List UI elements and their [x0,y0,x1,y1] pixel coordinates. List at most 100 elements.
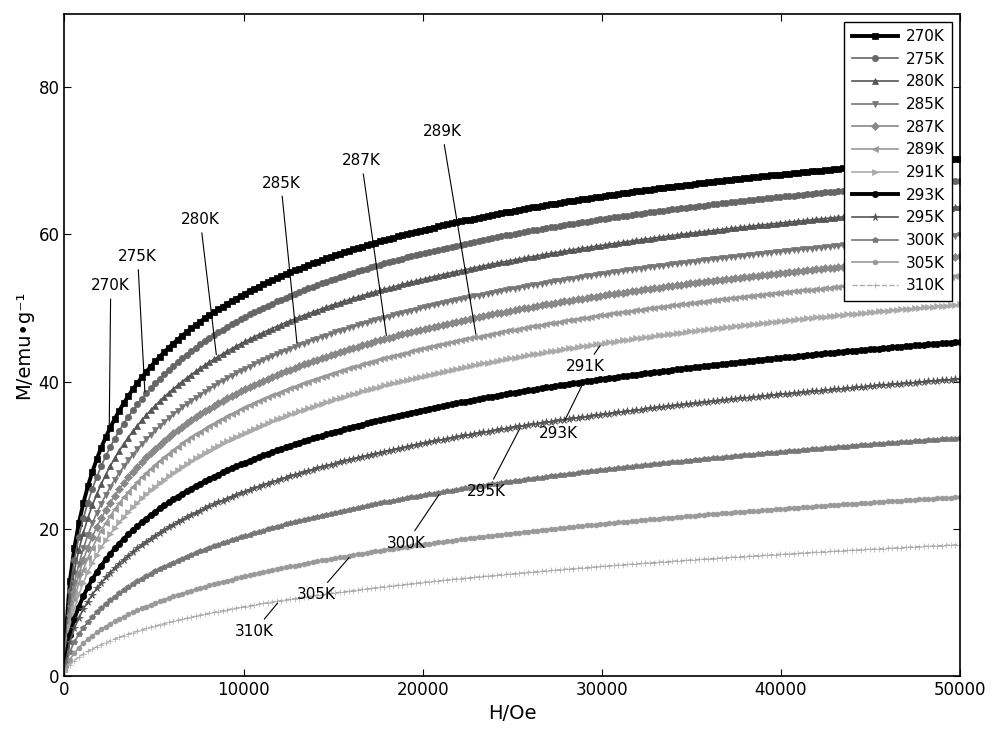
305K [954,492,966,501]
289K [877,278,889,287]
280K [226,344,238,353]
Line: 280K: 280K [62,203,963,651]
275K [954,176,966,185]
295K [909,378,921,387]
300K [59,663,71,671]
310K [954,540,966,549]
285K [954,231,966,240]
270K [298,262,310,271]
310K [298,593,310,601]
291K [95,543,107,552]
310K [909,542,921,551]
270K [909,158,921,167]
280K [954,203,966,212]
300K [298,515,310,524]
Line: 289K: 289K [63,273,962,658]
Line: 287K: 287K [63,254,962,656]
Text: 275K: 275K [118,249,157,392]
289K [298,379,310,388]
291K [226,435,238,444]
300K [909,437,921,446]
305K [226,575,238,584]
291K [877,307,889,315]
285K [59,646,71,655]
289K [95,526,107,535]
287K [226,391,238,400]
287K [95,514,107,523]
Text: 300K: 300K [387,495,439,551]
293K [226,464,238,472]
293K [59,657,71,666]
285K [95,499,107,508]
275K [909,180,921,189]
285K [909,234,921,243]
300K [877,439,889,448]
295K [59,659,71,668]
291K [59,654,71,663]
295K [877,380,889,389]
Y-axis label: M/emu•g⁻¹: M/emu•g⁻¹ [14,290,33,399]
Line: 275K: 275K [62,178,963,647]
Line: 291K: 291K [63,302,962,661]
270K [877,161,889,170]
Text: 310K: 310K [235,603,278,639]
300K [95,604,107,612]
310K [877,544,889,553]
310K [95,640,107,649]
Legend: 270K, 275K, 280K, 285K, 287K, 289K, 291K, 293K, 295K, 300K, 305K, 310K: 270K, 275K, 280K, 285K, 287K, 289K, 291K… [844,21,952,301]
Line: 295K: 295K [62,375,964,668]
287K [954,252,966,261]
270K [226,297,238,306]
280K [877,209,889,217]
Text: 305K: 305K [297,557,349,602]
Line: 310K: 310K [62,542,963,675]
310K [59,668,71,677]
305K [298,559,310,568]
300K [954,434,966,443]
289K [909,276,921,284]
275K [877,183,889,192]
289K [954,272,966,281]
Text: 293K: 293K [539,384,583,441]
Line: 305K: 305K [63,495,962,672]
Text: 280K: 280K [181,212,220,354]
Line: 300K: 300K [63,436,963,670]
Text: 285K: 285K [261,175,300,343]
Text: 291K: 291K [566,346,605,374]
280K [113,447,125,455]
280K [909,206,921,215]
295K [226,492,238,501]
Text: 287K: 287K [342,153,386,335]
300K [226,536,238,545]
287K [113,485,125,494]
289K [226,410,238,419]
270K [95,443,107,452]
293K [298,437,310,446]
293K [95,561,107,570]
287K [877,259,889,268]
300K [113,589,125,598]
293K [954,338,966,346]
287K [59,649,71,658]
Line: 285K: 285K [62,232,963,654]
291K [954,300,966,309]
285K [113,469,125,478]
275K [59,640,71,649]
Line: 270K: 270K [62,156,963,643]
285K [226,371,238,380]
Text: 295K: 295K [467,429,520,500]
280K [298,311,310,320]
295K [954,374,966,383]
280K [95,480,107,489]
287K [909,256,921,265]
305K [95,625,107,634]
275K [226,320,238,329]
270K [59,636,71,645]
275K [113,427,125,436]
Text: 270K: 270K [91,279,130,427]
280K [59,643,71,652]
275K [298,286,310,295]
270K [954,154,966,163]
270K [113,406,125,415]
305K [877,497,889,506]
